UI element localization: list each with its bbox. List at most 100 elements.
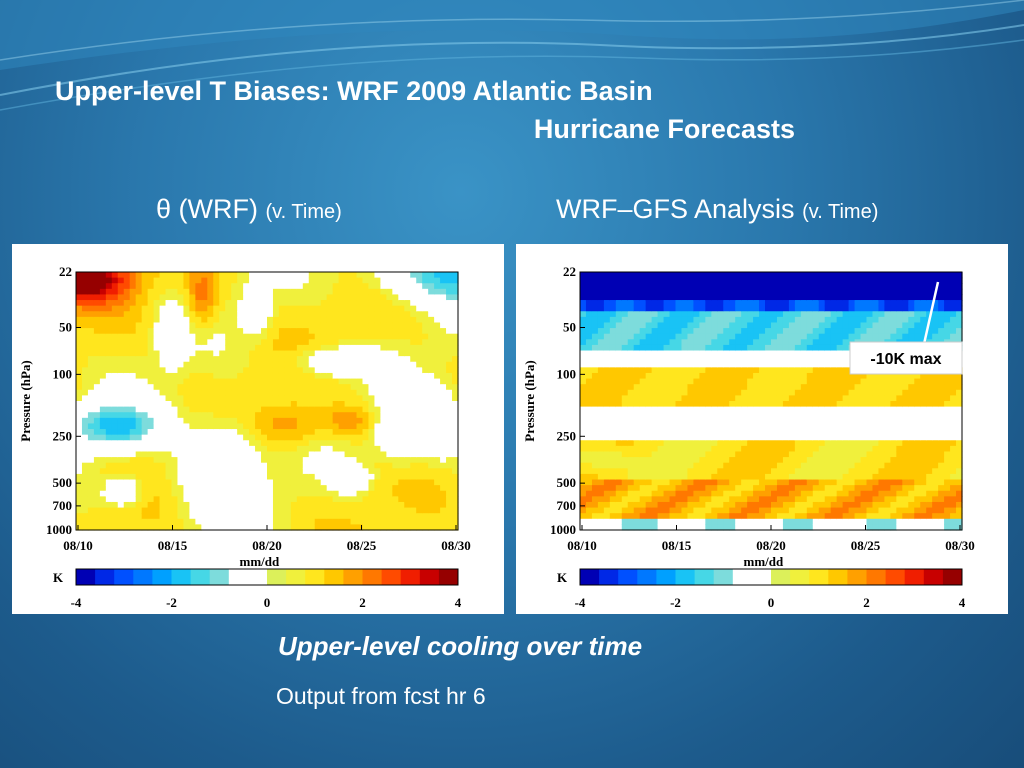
heatmap-cell xyxy=(824,423,832,430)
heatmap-cell xyxy=(278,524,286,531)
heatmap-cell xyxy=(603,300,611,307)
heatmap-cell xyxy=(776,395,784,402)
heatmap-cell xyxy=(201,316,208,324)
heatmap-cell xyxy=(657,507,665,514)
heatmap-cell xyxy=(627,440,635,447)
heatmap-cell xyxy=(183,384,191,391)
heatmap-cell xyxy=(591,462,599,469)
heatmap-cell xyxy=(597,395,605,402)
heatmap-cell xyxy=(386,344,393,352)
heatmap-cell xyxy=(609,401,617,408)
heatmap-cell xyxy=(111,457,119,464)
heatmap-cell xyxy=(93,417,101,425)
heatmap-cell xyxy=(93,473,101,481)
heatmap-cell xyxy=(314,361,322,368)
heatmap-cell xyxy=(603,283,611,290)
heatmap-cell xyxy=(753,518,760,525)
heatmap-cell xyxy=(272,524,280,531)
heatmap-cell xyxy=(434,300,441,307)
heatmap-cell xyxy=(621,322,629,329)
heatmap-cell xyxy=(830,501,838,509)
heatmap-cell xyxy=(741,423,748,430)
heatmap-cell xyxy=(645,384,653,391)
heatmap-cell xyxy=(621,283,629,290)
heatmap-cell xyxy=(410,485,417,492)
heatmap-cell xyxy=(597,350,605,357)
heatmap-cell xyxy=(711,316,718,324)
heatmap-cell xyxy=(824,440,832,447)
heatmap-cell xyxy=(657,395,665,402)
heatmap-cell xyxy=(237,367,244,374)
heatmap-cell xyxy=(639,473,647,481)
heatmap-cell xyxy=(776,316,784,324)
heatmap-cell xyxy=(237,434,244,441)
heatmap-cell xyxy=(434,429,441,436)
heatmap-cell xyxy=(380,468,387,475)
heatmap-cell xyxy=(183,496,191,503)
heatmap-cell xyxy=(609,423,617,430)
heatmap-cell xyxy=(225,322,232,329)
heatmap-cell xyxy=(267,311,274,318)
heatmap-cell xyxy=(782,361,790,368)
heatmap-cell xyxy=(747,429,754,436)
heatmap-cell xyxy=(159,412,167,419)
heatmap-cell xyxy=(153,412,161,419)
heatmap-cell xyxy=(788,429,796,436)
heatmap-cell xyxy=(380,445,387,453)
heatmap-cell xyxy=(129,518,137,525)
heatmap-cell xyxy=(213,339,220,346)
heatmap-cell xyxy=(759,272,766,279)
heatmap-cell xyxy=(314,339,322,346)
heatmap-cell xyxy=(338,518,346,525)
heatmap-cell xyxy=(243,389,250,396)
heatmap-cell xyxy=(645,272,653,279)
heatmap-cell xyxy=(446,395,453,402)
heatmap-cell xyxy=(603,524,611,531)
heatmap-cell xyxy=(440,445,447,453)
heatmap-cell xyxy=(639,272,647,279)
heatmap-cell xyxy=(705,473,712,481)
heatmap-cell xyxy=(243,272,250,279)
heatmap-cell xyxy=(705,389,712,396)
heatmap-cell xyxy=(177,496,185,503)
heatmap-cell xyxy=(159,372,167,380)
heatmap-cell xyxy=(747,462,754,469)
heatmap-cell xyxy=(87,272,95,279)
heatmap-cell xyxy=(735,305,742,312)
heatmap-cell xyxy=(392,288,399,296)
heatmap-cell xyxy=(171,316,179,324)
heatmap-cell xyxy=(765,311,772,318)
heatmap-cell xyxy=(657,423,665,430)
heatmap-cell xyxy=(195,344,202,352)
heatmap-cell xyxy=(717,311,724,318)
heatmap-cell xyxy=(404,305,411,312)
heatmap-cell xyxy=(603,328,611,335)
heatmap-cell xyxy=(105,485,113,492)
heatmap-cell xyxy=(231,283,238,290)
heatmap-cell xyxy=(362,344,370,352)
heatmap-cell xyxy=(812,350,820,357)
heatmap-cell xyxy=(374,333,382,340)
heatmap-cell xyxy=(255,417,262,425)
heatmap-cell xyxy=(591,524,599,531)
heatmap-cell xyxy=(135,406,143,413)
heatmap-cell xyxy=(111,367,119,374)
heatmap-cell xyxy=(386,389,393,396)
heatmap-cell xyxy=(380,300,387,307)
heatmap-cell xyxy=(591,479,599,486)
heatmap-cell xyxy=(99,378,107,385)
heatmap-cell xyxy=(800,440,808,447)
heatmap-cell xyxy=(446,311,453,318)
heatmap-cell xyxy=(93,277,101,284)
heatmap-cell xyxy=(267,300,274,307)
heatmap-cell xyxy=(213,513,220,520)
heatmap-cell xyxy=(663,468,671,475)
heatmap-cell xyxy=(452,417,459,425)
heatmap-cell xyxy=(195,445,202,453)
heatmap-cell xyxy=(183,311,191,318)
heatmap-cell xyxy=(776,333,784,340)
heatmap-cell xyxy=(753,389,760,396)
heatmap-cell xyxy=(171,367,179,374)
heatmap-cell xyxy=(326,434,334,441)
heatmap-cell xyxy=(806,440,814,447)
